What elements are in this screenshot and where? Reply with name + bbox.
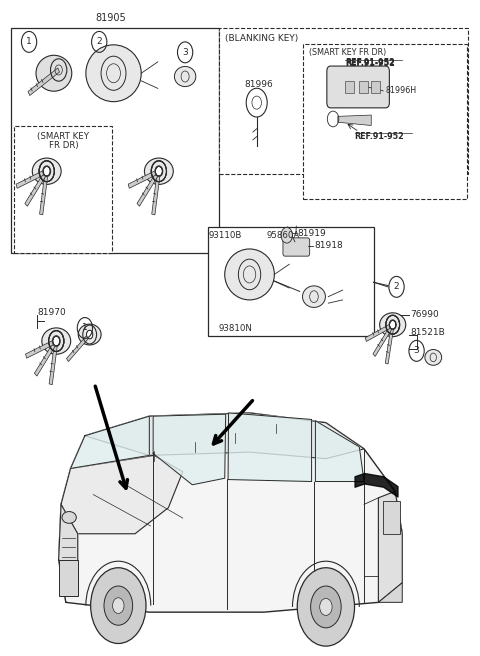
Polygon shape xyxy=(59,560,78,596)
Ellipse shape xyxy=(225,249,275,300)
Ellipse shape xyxy=(86,45,141,102)
Text: 95860A: 95860A xyxy=(266,231,300,239)
Circle shape xyxy=(86,330,93,339)
Polygon shape xyxy=(137,170,160,206)
Polygon shape xyxy=(35,340,58,376)
Circle shape xyxy=(311,586,341,628)
Text: 81996: 81996 xyxy=(245,80,274,89)
Text: (BLANKING KEY): (BLANKING KEY) xyxy=(225,34,298,43)
Polygon shape xyxy=(152,171,160,215)
Circle shape xyxy=(297,567,355,646)
Polygon shape xyxy=(315,420,364,482)
Polygon shape xyxy=(59,413,402,612)
Bar xyxy=(360,81,368,93)
Circle shape xyxy=(320,598,332,615)
Text: 3: 3 xyxy=(182,48,188,57)
Text: 2: 2 xyxy=(96,37,102,47)
Circle shape xyxy=(389,319,396,330)
Text: 81918: 81918 xyxy=(314,241,343,250)
Text: 1: 1 xyxy=(26,37,32,47)
Polygon shape xyxy=(373,323,394,356)
Text: REF.91-952: REF.91-952 xyxy=(345,58,395,67)
FancyBboxPatch shape xyxy=(283,238,310,256)
Circle shape xyxy=(52,336,60,346)
Polygon shape xyxy=(153,414,226,485)
Ellipse shape xyxy=(302,286,325,308)
Polygon shape xyxy=(338,115,371,125)
Polygon shape xyxy=(25,339,57,358)
Ellipse shape xyxy=(380,313,406,337)
Polygon shape xyxy=(39,171,48,215)
Bar xyxy=(383,501,400,534)
Ellipse shape xyxy=(36,55,72,91)
Polygon shape xyxy=(228,413,312,482)
Text: (SMART KEY: (SMART KEY xyxy=(37,132,89,141)
Bar xyxy=(14,125,112,253)
Circle shape xyxy=(91,567,146,644)
Ellipse shape xyxy=(42,328,71,354)
Polygon shape xyxy=(85,413,364,459)
Text: 81919: 81919 xyxy=(297,229,326,237)
Text: 93110B: 93110B xyxy=(209,231,242,239)
Polygon shape xyxy=(71,416,149,468)
Text: 81970: 81970 xyxy=(37,308,66,317)
Ellipse shape xyxy=(78,324,101,345)
Ellipse shape xyxy=(425,350,442,365)
Circle shape xyxy=(104,586,132,625)
Ellipse shape xyxy=(32,158,61,184)
Bar xyxy=(207,227,373,336)
Polygon shape xyxy=(61,455,183,534)
Bar xyxy=(218,28,468,174)
Bar xyxy=(11,28,218,253)
Polygon shape xyxy=(16,169,47,188)
Polygon shape xyxy=(378,583,402,602)
Polygon shape xyxy=(67,333,91,361)
Ellipse shape xyxy=(174,66,196,87)
Text: 1: 1 xyxy=(82,323,88,333)
Text: FR DR): FR DR) xyxy=(48,140,78,150)
Circle shape xyxy=(43,166,51,176)
Text: (SMART KEY FR DR): (SMART KEY FR DR) xyxy=(309,49,386,58)
Polygon shape xyxy=(28,68,60,96)
Circle shape xyxy=(155,166,163,176)
Text: 76990: 76990 xyxy=(410,310,439,319)
Polygon shape xyxy=(25,170,48,206)
Ellipse shape xyxy=(62,512,76,523)
Circle shape xyxy=(113,598,124,613)
Text: 93810N: 93810N xyxy=(218,324,252,333)
Circle shape xyxy=(281,228,292,243)
Bar xyxy=(345,81,354,93)
Polygon shape xyxy=(378,491,402,602)
Polygon shape xyxy=(59,504,78,596)
Text: 81996H: 81996H xyxy=(385,87,417,95)
Text: 81521B: 81521B xyxy=(410,328,444,337)
Text: REF.91-952: REF.91-952 xyxy=(345,59,395,68)
Polygon shape xyxy=(385,324,394,364)
Text: 2: 2 xyxy=(394,282,399,291)
Polygon shape xyxy=(128,169,159,188)
Text: 81905: 81905 xyxy=(96,13,127,23)
Ellipse shape xyxy=(144,158,173,184)
Text: REF.91-952: REF.91-952 xyxy=(355,132,404,141)
Polygon shape xyxy=(365,323,393,342)
Polygon shape xyxy=(49,340,58,384)
Bar xyxy=(371,81,380,93)
Bar xyxy=(303,44,467,199)
FancyBboxPatch shape xyxy=(327,66,389,108)
Text: 3: 3 xyxy=(414,346,420,356)
